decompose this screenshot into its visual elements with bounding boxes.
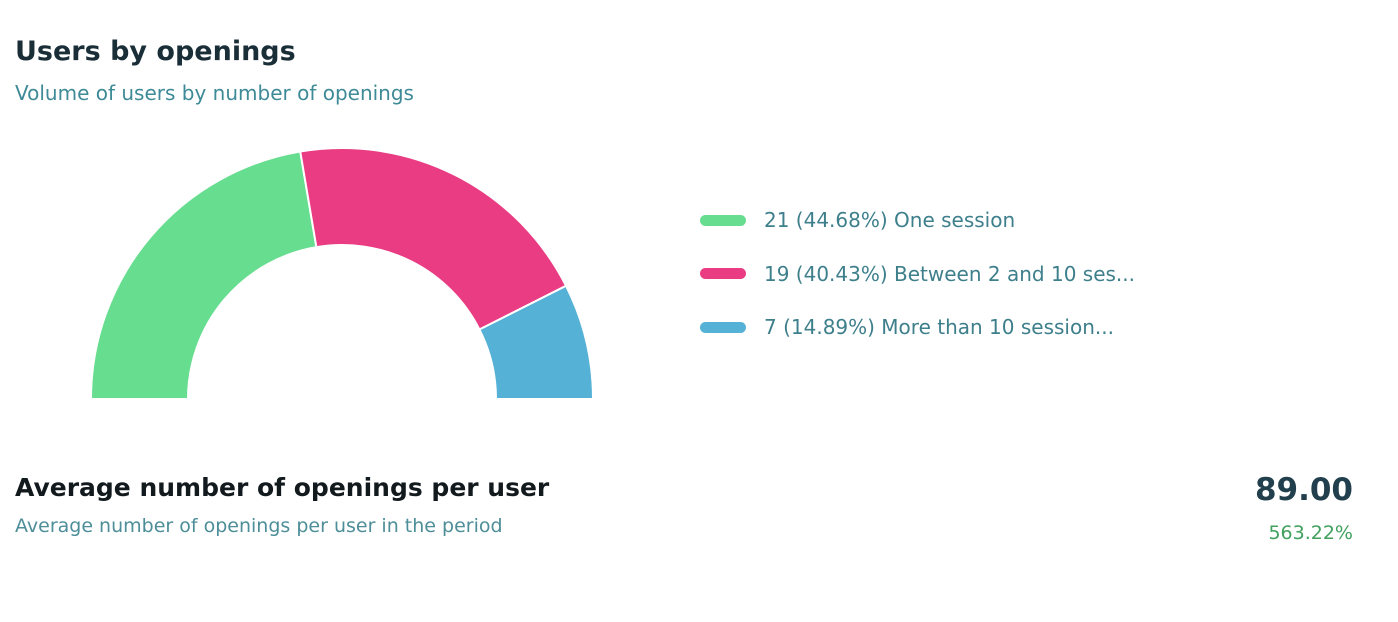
legend-label: 7 (14.89%) More than 10 session... <box>764 315 1114 339</box>
legend-label: 19 (40.43%) Between 2 and 10 ses... <box>764 261 1135 286</box>
slice-2[interactable] <box>478 284 595 400</box>
legend-label: 21 (44.68%) One session <box>764 208 1016 232</box>
semi-donut-chart <box>89 147 595 400</box>
metric-value: 89.00 <box>1254 472 1353 508</box>
legend-swatch <box>700 214 746 226</box>
metric-subtitle: Average number of openings per user in t… <box>15 515 503 537</box>
chart-subtitle: Volume of users by number of openings <box>15 81 414 105</box>
legend-swatch <box>700 268 746 279</box>
chart-legend: 21 (44.68%) One session 19 (40.43%) Betwe… <box>700 205 1135 366</box>
slice-1[interactable] <box>299 147 568 331</box>
legend-item-2[interactable]: 7 (14.89%) More than 10 session... <box>700 312 1135 342</box>
metric-title: Average number of openings per user <box>15 473 550 502</box>
chart-title: Users by openings <box>15 36 296 67</box>
legend-swatch <box>700 321 746 333</box>
legend-item-1[interactable]: 19 (40.43%) Between 2 and 10 ses... <box>700 259 1135 289</box>
metric-change: 563.22% <box>1268 522 1353 544</box>
legend-item-0[interactable]: 21 (44.68%) One session <box>700 205 1135 235</box>
slice-0[interactable] <box>89 150 318 400</box>
